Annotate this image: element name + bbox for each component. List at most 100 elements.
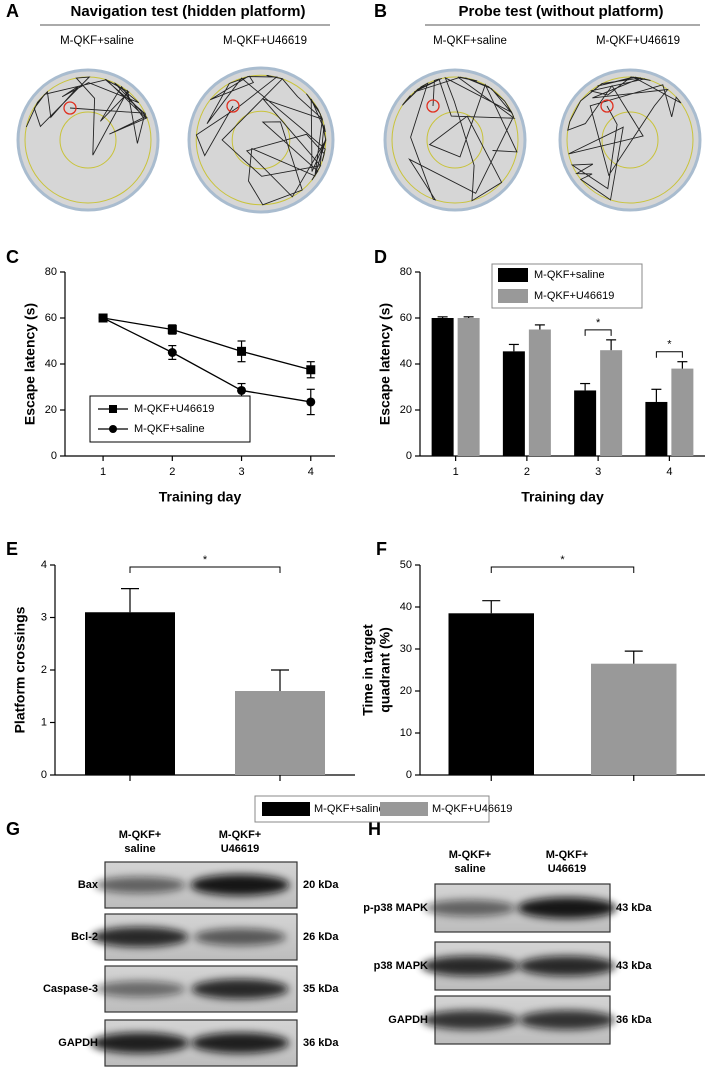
panel-letter: F (376, 539, 387, 559)
marker (306, 365, 316, 375)
panel-letter: A (6, 1, 19, 21)
blot-band (91, 926, 189, 948)
panel-letter: E (6, 539, 18, 559)
quadrant-ring (231, 110, 291, 170)
y-axis-title: Time in target (360, 624, 376, 716)
x-axis-title: Training day (521, 489, 604, 505)
y-axis-title: quadrant (%) (377, 627, 393, 713)
y-tick-label: 0 (406, 450, 412, 462)
legend-swatch (262, 802, 310, 816)
bar (591, 663, 677, 775)
y-tick-label: 0 (41, 769, 47, 781)
y-axis-title: Platform crossings (12, 606, 28, 733)
bar (457, 318, 480, 456)
kda-label: 43 kDa (616, 902, 652, 914)
swim-path (567, 76, 682, 201)
group-label: M-QKF+U46619 (223, 35, 307, 47)
swim-path (25, 76, 148, 156)
protein-label: GAPDH (388, 1014, 428, 1026)
maze-title: Probe test (without platform) (459, 3, 664, 20)
bar (448, 613, 534, 775)
legend-label: M-QKF+U46619 (534, 290, 614, 302)
significance-bracket (584, 329, 612, 336)
x-tick-label: 3 (595, 466, 601, 478)
kda-label: 35 kDa (303, 983, 339, 995)
y-tick-label: 0 (406, 769, 412, 781)
swim-path (402, 76, 518, 202)
bar (574, 390, 597, 456)
blot-band (191, 1032, 289, 1054)
maze-pool (16, 68, 160, 212)
pool (187, 66, 335, 214)
x-tick-label: 4 (666, 466, 672, 478)
series-line (102, 317, 311, 371)
lane-label: U46619 (548, 863, 587, 875)
legend-marker (109, 405, 117, 413)
maze-title: Navigation test (hidden platform) (70, 3, 305, 20)
bar (502, 351, 525, 456)
y-tick-label: 4 (41, 559, 47, 571)
legend-label: M-QKF+saline (314, 803, 385, 815)
maze-pool (383, 68, 527, 212)
significance-bracket (129, 566, 281, 573)
bar (431, 318, 454, 456)
y-axis-title: Escape latency (s) (377, 303, 393, 425)
quadrant-ring (59, 111, 117, 169)
series-line (102, 317, 311, 403)
y-tick-label: 20 (400, 404, 412, 416)
protein-label: p-p38 MAPK (363, 902, 428, 914)
platform (226, 99, 240, 113)
bar (528, 329, 551, 456)
x-tick-label: 1 (100, 466, 106, 478)
legend-label: M-QKF+saline (134, 423, 205, 435)
blot-band (422, 1010, 518, 1030)
y-axis-title: Escape latency (s) (22, 303, 38, 425)
blot-band (194, 928, 286, 946)
maze-pool (558, 68, 702, 212)
pool (383, 68, 527, 212)
lane-label: M-QKF+ (546, 849, 588, 861)
maze-pool (187, 66, 335, 214)
y-tick-label: 40 (400, 601, 412, 613)
quadrant-ring (566, 76, 694, 204)
bar (671, 368, 694, 456)
legend-swatch (380, 802, 428, 816)
protein-label: GAPDH (58, 1037, 98, 1049)
panel-letter: B (374, 1, 387, 21)
quadrant-ring (601, 111, 659, 169)
bar (645, 401, 668, 456)
marker (237, 346, 247, 356)
marker (167, 325, 177, 334)
legend-label: M-QKF+U46619 (432, 803, 512, 815)
blot-band (424, 899, 516, 917)
blot-band (518, 955, 616, 977)
y-tick-label: 0 (51, 450, 57, 462)
platform (600, 99, 614, 113)
protein-label: p38 MAPK (374, 960, 428, 972)
legend-marker (109, 425, 117, 433)
swim-path (195, 75, 327, 206)
x-axis-title: Training day (159, 489, 242, 505)
y-tick-label: 80 (45, 266, 57, 278)
legend-swatch (498, 289, 528, 303)
x-tick-label: 1 (453, 466, 459, 478)
legend-swatch (498, 268, 528, 282)
pool (16, 68, 160, 212)
bar (85, 612, 175, 775)
x-tick-label: 4 (308, 466, 314, 478)
kda-label: 26 kDa (303, 931, 339, 943)
protein-label: Bcl-2 (71, 931, 98, 943)
group-label: M-QKF+U46619 (596, 35, 680, 47)
group-label: M-QKF+saline (433, 35, 507, 47)
legend-label: M-QKF+saline (534, 269, 605, 281)
significance-label: * (596, 317, 601, 329)
marker (98, 313, 108, 323)
platform (426, 99, 440, 113)
panel-letter: C (6, 247, 19, 267)
legend-label: M-QKF+U46619 (134, 403, 214, 415)
marker (306, 397, 316, 407)
blot-band (519, 1010, 615, 1030)
y-tick-label: 60 (400, 312, 412, 324)
significance-bracket (490, 566, 635, 573)
y-tick-label: 3 (41, 611, 47, 623)
